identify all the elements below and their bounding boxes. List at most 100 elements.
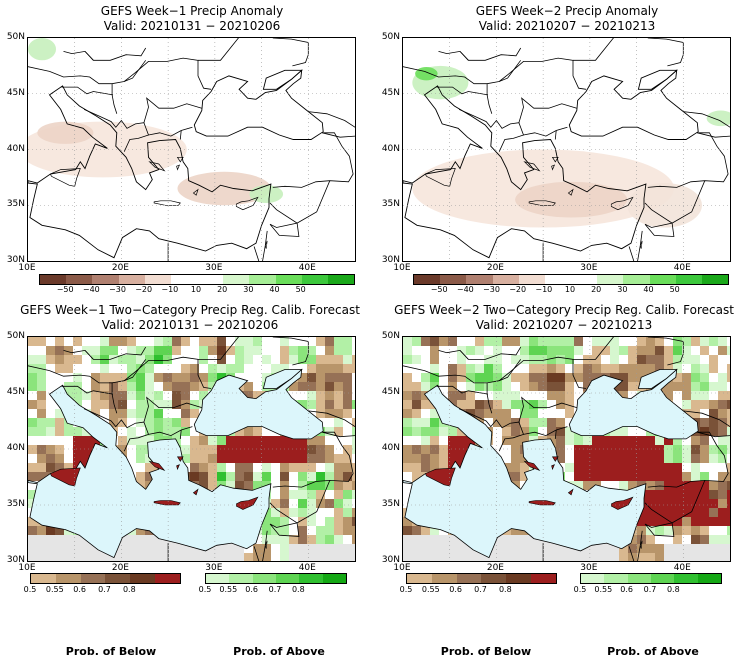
field-cell: [280, 490, 290, 500]
field-cell: [244, 436, 254, 446]
field-cell: [664, 526, 674, 536]
field-cell: [334, 355, 344, 365]
colorbar-swatch: [597, 275, 624, 284]
field-cell: [682, 391, 692, 401]
field-cell: [280, 472, 290, 482]
field-cell: [172, 553, 182, 561]
island: [551, 456, 559, 462]
field-cell: [700, 382, 710, 392]
field-cell: [298, 544, 308, 554]
island: [523, 460, 541, 471]
field-cell: [664, 481, 674, 491]
field-cell: [457, 337, 467, 347]
field-cell: [547, 382, 557, 392]
island-coast: [192, 188, 199, 196]
colorbar-tick-label: 10: [190, 285, 202, 294]
field-cell: [325, 409, 335, 419]
colorbar-swatch: [206, 574, 230, 583]
field-cell: [682, 544, 692, 554]
field-cell: [610, 337, 620, 347]
field-cell: [307, 463, 317, 473]
field-cell: [109, 382, 119, 392]
colorbar-swatch: [31, 574, 56, 583]
island-coast: [49, 168, 81, 187]
field-cell: [601, 355, 611, 365]
field-cell: [343, 481, 353, 491]
field-cell: [28, 472, 38, 482]
field-cell: [181, 391, 191, 401]
field-cell: [637, 517, 647, 527]
field-cell: [457, 445, 467, 455]
field-cell: [637, 364, 647, 374]
field-cell: [316, 472, 326, 482]
field-cell: [709, 364, 719, 374]
field-cell: [307, 445, 317, 455]
field-cell: [529, 409, 539, 419]
field-cell: [46, 463, 56, 473]
sea-area: [28, 384, 272, 559]
field-cell: [82, 400, 92, 410]
field-cell: [439, 346, 449, 356]
colorbar-swatch: [627, 574, 651, 583]
lon-label: 10E: [393, 563, 411, 573]
country-border: [322, 132, 355, 138]
field-cell: [154, 373, 164, 383]
field-cell: [325, 517, 335, 527]
field-cell: [412, 526, 422, 536]
field-cell: [46, 373, 56, 383]
field-cell: [493, 400, 503, 410]
field-cell: [37, 544, 47, 554]
field-cell: [664, 364, 674, 374]
field-cell: [136, 346, 146, 356]
field-cell: [172, 346, 182, 356]
field-cell: [574, 382, 584, 392]
field-cell: [190, 454, 200, 464]
field-cell: [253, 427, 263, 437]
field-cell: [118, 409, 128, 419]
field-cell: [226, 481, 236, 491]
lon-label: 30E: [205, 263, 223, 273]
field-cell: [118, 373, 128, 383]
map-w1-anomaly: [27, 37, 356, 262]
field-cell: [700, 544, 710, 554]
field-cell: [502, 382, 512, 392]
field-cell: [37, 553, 47, 561]
field-cell: [118, 436, 128, 446]
field-cell: [37, 436, 47, 446]
colorbar-tick-label: 0.6: [73, 585, 87, 594]
field-cell: [619, 445, 629, 455]
field-cell: [37, 346, 47, 356]
field-cell: [307, 436, 317, 446]
lat-label: 50N: [6, 32, 25, 42]
field-cell: [55, 544, 65, 554]
field-cell: [709, 409, 719, 419]
country-border: [573, 337, 614, 360]
field-cell: [217, 472, 227, 482]
field-cell: [163, 355, 173, 365]
field-cell: [592, 364, 602, 374]
field-cell: [325, 418, 335, 428]
field-cell: [718, 427, 728, 437]
field-cell: [343, 337, 353, 347]
field-cell: [190, 427, 200, 437]
field-cell: [619, 382, 629, 392]
field-cell: [325, 346, 335, 356]
field-cell: [718, 526, 728, 536]
field-cell: [412, 373, 422, 383]
anomaly-blob: [415, 66, 438, 81]
field-cell: [352, 418, 355, 428]
field-cell: [352, 499, 355, 509]
colorbar-swatch: [407, 574, 432, 583]
field-cell: [502, 400, 512, 410]
field-cell: [664, 472, 674, 482]
field-cell: [538, 373, 548, 383]
field-cell: [718, 337, 728, 347]
field-cell: [325, 355, 335, 365]
field-cell: [316, 391, 326, 401]
field-cell: [253, 445, 263, 455]
field-cell: [352, 373, 355, 383]
field-cell: [439, 553, 449, 561]
field-cell: [352, 508, 355, 518]
field-cell: [181, 427, 191, 437]
field-cell: [235, 472, 245, 482]
